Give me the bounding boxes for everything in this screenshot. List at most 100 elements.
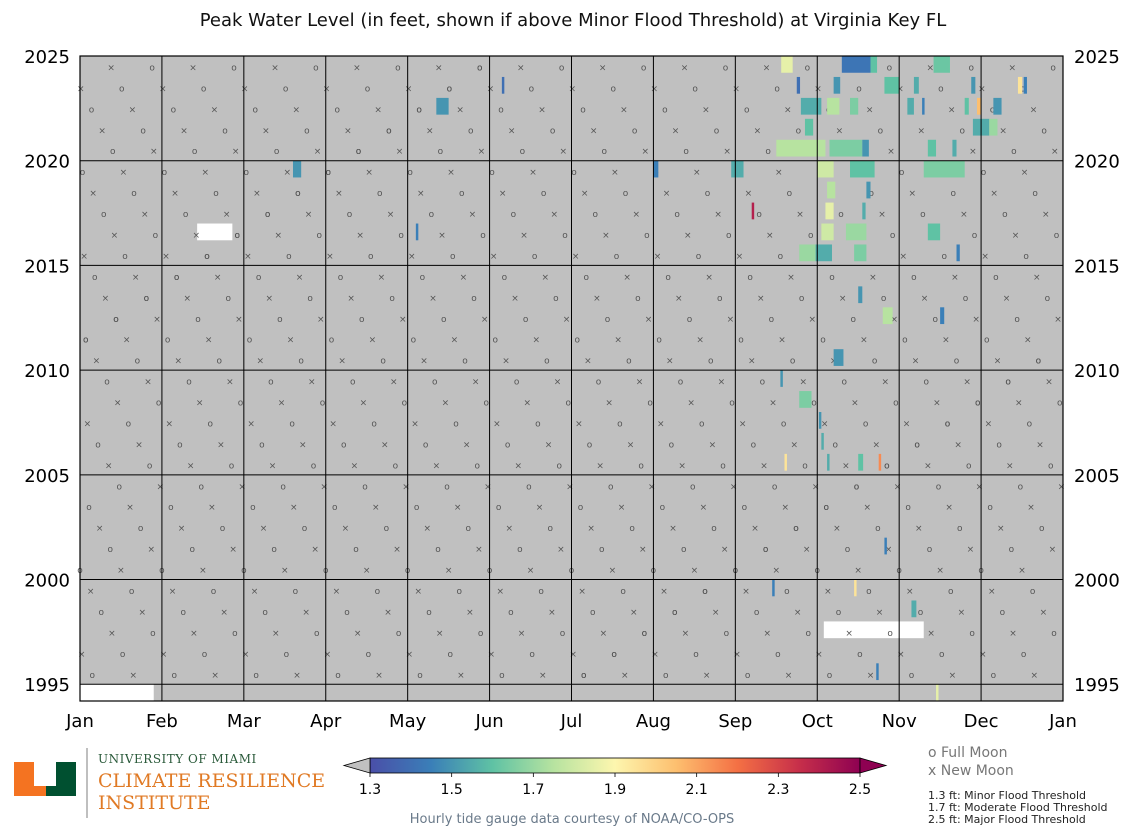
full-moon-marker: o <box>638 461 644 471</box>
new-moon-marker: × <box>457 671 465 681</box>
full-moon-marker: o <box>751 440 757 450</box>
full-moon-marker: o <box>1054 231 1060 241</box>
full-moon-marker: o <box>231 63 237 73</box>
full-moon-marker: o <box>368 252 374 262</box>
new-moon-marker: × <box>866 105 874 115</box>
new-moon-marker: × <box>587 524 595 534</box>
full-moon-marker: o <box>277 315 283 325</box>
full-moon-marker: o <box>211 587 217 597</box>
new-moon-marker: × <box>505 524 513 534</box>
new-moon-marker: × <box>990 189 998 199</box>
new-moon-marker: × <box>878 210 886 220</box>
full-moon-marker: o <box>226 294 232 304</box>
full-moon-marker: o <box>144 294 150 304</box>
full-moon-marker: o <box>220 524 226 534</box>
full-moon-marker: o <box>948 587 954 597</box>
new-moon-marker: × <box>836 126 844 136</box>
new-moon-marker: × <box>572 252 580 262</box>
full-moon-marker: o <box>356 147 362 157</box>
full-moon-marker: o <box>508 608 514 618</box>
new-moon-marker: × <box>581 189 589 199</box>
new-moon-marker: × <box>363 566 371 576</box>
brand-text: UNIVERSITY OF MIAMI CLIMATE RESILIENCE I… <box>98 752 325 814</box>
new-moon-marker: × <box>821 419 829 429</box>
full-moon-marker: o <box>787 189 793 199</box>
new-moon-marker: × <box>1021 168 1029 178</box>
new-moon-marker: × <box>353 63 361 73</box>
new-moon-marker: × <box>490 252 498 262</box>
new-moon-marker: × <box>575 419 583 429</box>
new-moon-marker: × <box>417 189 425 199</box>
new-moon-marker: × <box>845 629 853 639</box>
new-moon-marker: × <box>896 84 904 94</box>
flood-event-mark <box>501 76 505 94</box>
new-moon-marker: × <box>502 357 510 367</box>
y-tick-label-right: 2020 <box>1074 152 1120 173</box>
full-moon-marker: o <box>869 189 875 199</box>
full-moon-marker: o <box>523 315 529 325</box>
full-moon-marker: o <box>311 461 317 471</box>
full-moon-marker: o <box>217 357 223 367</box>
new-moon-marker: × <box>997 524 1005 534</box>
new-moon-marker: × <box>378 273 386 283</box>
full-moon-marker: o <box>1000 608 1006 618</box>
full-moon-marker: o <box>498 105 504 115</box>
flood-event-mark <box>292 160 302 178</box>
new-moon-marker: × <box>78 650 86 660</box>
new-moon-marker: × <box>736 252 744 262</box>
full-moon-marker: o <box>441 315 447 325</box>
new-moon-marker: × <box>320 482 328 492</box>
credit-text: Hourly tide gauge data courtesy of NOAA/… <box>410 812 734 827</box>
new-moon-marker: × <box>180 126 188 136</box>
full-moon-marker: o <box>941 252 947 262</box>
full-moon-marker: o <box>538 587 544 597</box>
full-moon-marker: o <box>781 419 787 429</box>
new-moon-marker: × <box>1042 210 1050 220</box>
full-moon-marker: o <box>744 105 750 115</box>
full-moon-marker: o <box>902 336 908 346</box>
y-tick-label-left: 2010 <box>24 361 70 382</box>
new-moon-marker: × <box>751 524 759 534</box>
full-moon-marker: o <box>884 461 890 471</box>
colorbar-tick-label: 2.3 <box>767 782 789 798</box>
new-moon-marker: × <box>1027 503 1035 513</box>
flood-event-mark <box>653 160 659 178</box>
new-moon-marker: × <box>814 84 822 94</box>
full-moon-marker: o <box>1039 524 1045 534</box>
full-moon-marker: o <box>89 105 95 115</box>
full-moon-marker: o <box>611 650 617 660</box>
new-moon-marker: × <box>538 105 546 115</box>
full-moon-marker: o <box>475 461 481 471</box>
new-moon-marker: × <box>927 63 935 73</box>
new-moon-marker: × <box>223 210 231 220</box>
full-moon-marker: o <box>265 210 271 220</box>
full-moon-marker: o <box>950 189 956 199</box>
flood-event-mark <box>436 97 449 115</box>
new-moon-marker: × <box>899 252 907 262</box>
full-moon-marker: o <box>769 315 775 325</box>
new-moon-marker: × <box>985 419 993 429</box>
new-moon-marker: × <box>775 168 783 178</box>
full-moon-marker: o <box>174 273 180 283</box>
full-moon-marker: o <box>887 63 893 73</box>
new-moon-marker: × <box>211 105 219 115</box>
full-moon-marker: o <box>784 587 790 597</box>
full-moon-marker: o <box>911 273 917 283</box>
new-moon-marker: × <box>1003 294 1011 304</box>
new-moon-marker: × <box>193 231 201 241</box>
full-moon-marker: o <box>416 105 422 115</box>
new-moon-marker: × <box>657 419 665 429</box>
full-moon-marker: o <box>505 440 511 450</box>
full-moon-marker: o <box>147 461 153 471</box>
new-moon-marker: × <box>918 126 926 136</box>
full-moon-marker: o <box>772 482 778 492</box>
new-moon-marker: × <box>560 147 568 157</box>
full-moon-marker: o <box>468 126 474 136</box>
new-moon-marker: × <box>1058 482 1066 492</box>
full-moon-marker: o <box>914 440 920 450</box>
new-moon-marker: × <box>682 629 690 639</box>
full-moon-marker: o <box>131 189 137 199</box>
new-moon-marker: × <box>80 252 88 262</box>
full-moon-marker: o <box>462 357 468 367</box>
